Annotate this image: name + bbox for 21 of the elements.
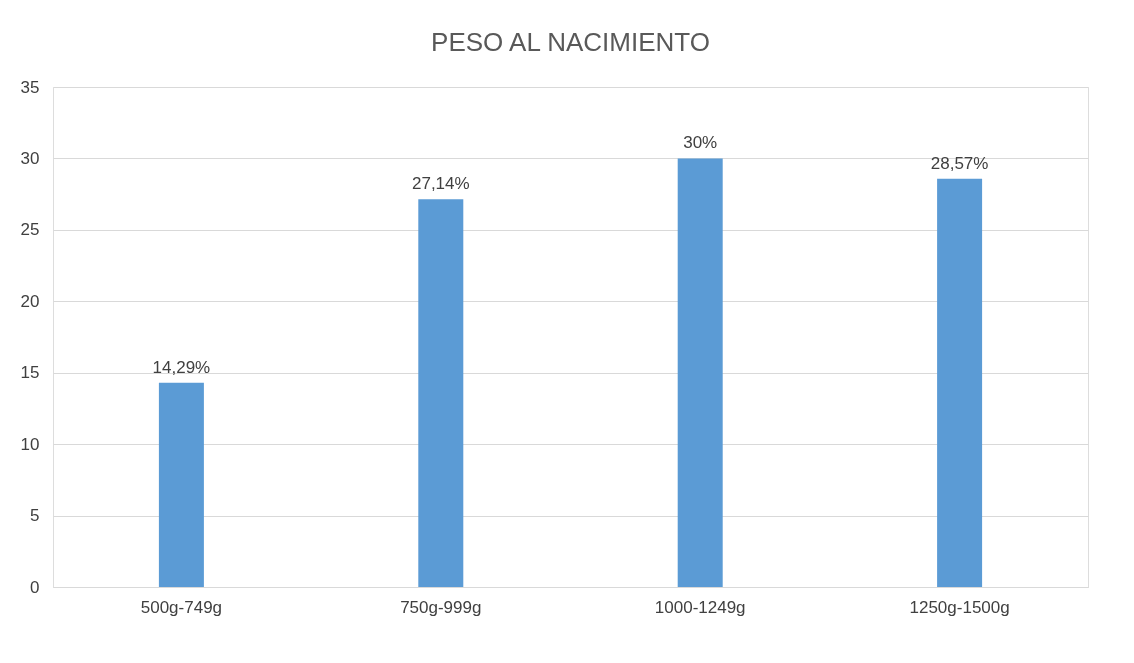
text: 27,14%: [411, 174, 470, 194]
x-tick-label: 1000-1249g: [654, 597, 746, 617]
text: 14,29%: [152, 357, 211, 377]
bar: [937, 178, 983, 587]
y-tick-label: 30: [20, 148, 40, 168]
y-tick-label: 15: [20, 363, 40, 383]
y-tick-label: 5: [30, 506, 40, 526]
x-tick-label: 1250g-1500g: [909, 597, 1010, 617]
text: 28,57%: [930, 153, 989, 173]
y-tick-label: 20: [20, 291, 40, 311]
text: 30%: [683, 133, 718, 153]
bar: [158, 382, 204, 587]
x-tick-label: 500g-749g: [140, 597, 223, 617]
chart-title: PESO AL NACIMIENTO: [431, 27, 710, 57]
y-tick-label: 25: [20, 220, 40, 240]
y-tick-label: 35: [20, 77, 40, 97]
bar: [418, 199, 464, 587]
y-tick-label: 0: [30, 577, 40, 597]
x-tick-label: 750g-999g: [400, 597, 482, 617]
y-tick-label: 10: [20, 434, 40, 454]
bar: [677, 158, 723, 587]
